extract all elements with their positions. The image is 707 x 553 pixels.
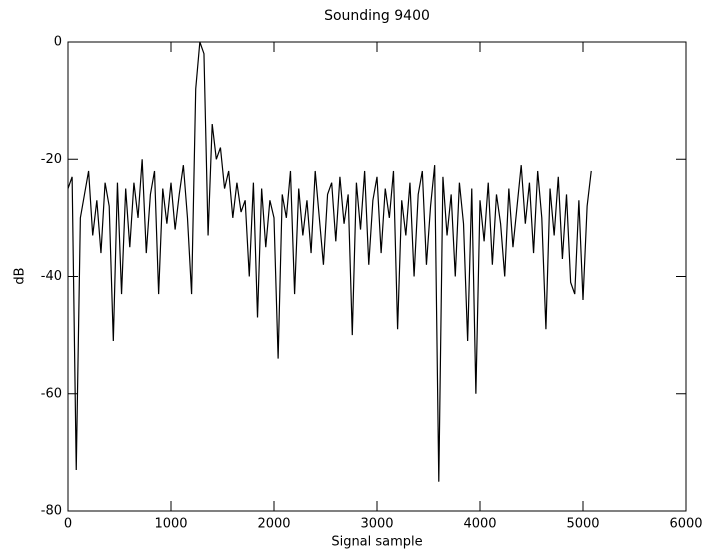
y-tick-label: -60 [41, 386, 62, 401]
y-tick-label: -40 [41, 269, 62, 284]
line-series [67, 41, 592, 482]
y-tick-label: -20 [41, 152, 62, 167]
y-axis-label: dB [13, 267, 28, 284]
x-tick-label: 1000 [154, 517, 187, 532]
x-tick-label: 2000 [257, 517, 290, 532]
y-tick-label: 0 [54, 35, 62, 50]
chart-title: Sounding 9400 [324, 8, 430, 24]
x-tick-label: 3000 [360, 517, 393, 532]
x-tick-label: 5000 [566, 517, 599, 532]
y-tick-label: -80 [41, 504, 62, 519]
x-tick-label: 6000 [669, 517, 702, 532]
x-axis-label: Signal sample [331, 535, 422, 550]
plot-frame [67, 41, 687, 512]
x-tick-label: 4000 [463, 517, 496, 532]
x-tick-label: 0 [64, 517, 72, 532]
